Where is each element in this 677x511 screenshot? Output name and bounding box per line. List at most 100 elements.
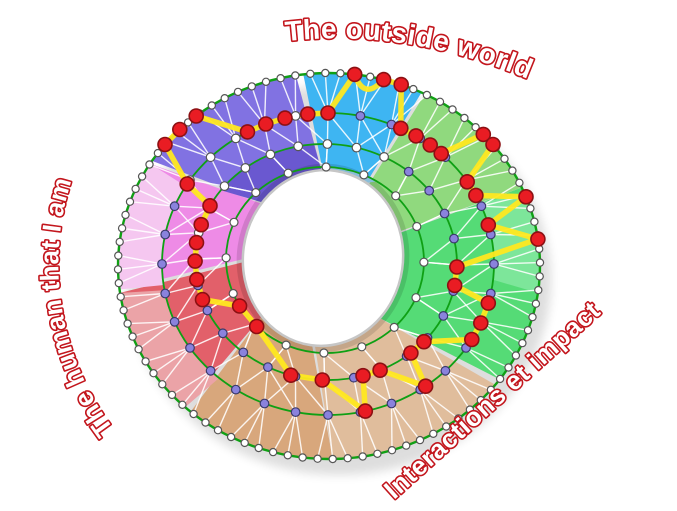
- mesh-line: [465, 347, 501, 380]
- mesh-line: [187, 122, 212, 158]
- mesh-line: [161, 347, 191, 385]
- mesh-line: [416, 212, 445, 228]
- ring-node: [321, 68, 330, 78]
- ring-node: [379, 151, 390, 162]
- ring-node: [123, 319, 132, 328]
- ring-node: [476, 395, 485, 405]
- ring-node: [119, 306, 128, 315]
- path-node: [433, 145, 450, 162]
- mesh-line: [204, 389, 237, 423]
- path-node: [468, 187, 484, 204]
- ring-node: [276, 73, 285, 83]
- ring-node: [391, 191, 401, 201]
- ring-node: [489, 259, 499, 269]
- path-node: [248, 318, 265, 335]
- ring-node: [290, 407, 301, 418]
- mesh-line: [481, 205, 531, 210]
- ring-node: [149, 369, 158, 378]
- mesh-line: [192, 370, 212, 415]
- mesh-line: [444, 370, 471, 410]
- ring-node: [229, 217, 239, 227]
- ring-node: [387, 446, 397, 455]
- mesh-line: [119, 233, 166, 243]
- ring-node: [534, 285, 543, 295]
- ring-node: [486, 385, 496, 394]
- mesh-line: [189, 332, 224, 349]
- path-node: [518, 189, 534, 205]
- ring-node: [145, 160, 154, 169]
- path-node: [193, 216, 209, 233]
- ring-node: [319, 348, 329, 358]
- ring-node: [460, 113, 469, 123]
- ring-node: [202, 305, 213, 316]
- ring-node: [528, 312, 537, 322]
- mesh-line: [419, 389, 459, 420]
- mesh-line: [174, 285, 199, 323]
- ring-node: [438, 311, 449, 321]
- mesh-line: [493, 261, 541, 265]
- ring-node: [221, 253, 231, 263]
- ring-node: [412, 221, 422, 232]
- mesh-line: [123, 292, 166, 311]
- ring-node: [251, 188, 261, 198]
- center-hole: [241, 168, 405, 348]
- path-node: [314, 372, 331, 388]
- ring-node: [373, 449, 382, 458]
- ring-node: [220, 93, 229, 103]
- path-node: [179, 176, 195, 192]
- ring-node: [259, 398, 270, 409]
- ring-node: [116, 292, 125, 301]
- path-node: [239, 124, 256, 140]
- ring-node: [281, 340, 291, 350]
- mesh-line: [295, 115, 328, 145]
- ring-node: [402, 441, 411, 450]
- ring-node: [415, 435, 425, 445]
- band-red-outer: [120, 290, 220, 408]
- ring-node: [389, 322, 399, 332]
- ring-node: [261, 77, 271, 87]
- mesh-line: [263, 367, 269, 404]
- mesh-line: [465, 347, 509, 369]
- path-node: [475, 126, 492, 143]
- mesh-line: [189, 179, 225, 187]
- mesh-line: [217, 389, 237, 431]
- mesh-line: [294, 115, 299, 147]
- torus-graph: [113, 66, 551, 475]
- ring-node: [439, 208, 450, 219]
- ring-node: [359, 170, 369, 180]
- label-human-that-i-am: The human that I am: [34, 174, 119, 443]
- mesh-line: [493, 263, 540, 278]
- mesh-line: [287, 411, 297, 456]
- mesh-line: [118, 263, 163, 284]
- mesh-line: [118, 254, 163, 265]
- ring-node: [217, 328, 228, 339]
- mesh-line: [390, 403, 393, 451]
- ring-node: [293, 141, 304, 152]
- path-node: [346, 66, 363, 83]
- ring-node: [448, 105, 457, 114]
- mesh-line: [428, 156, 447, 192]
- ring-node: [153, 148, 163, 158]
- mesh-line: [174, 309, 208, 323]
- ring-node: [411, 293, 421, 303]
- ring-node: [205, 152, 216, 163]
- ring-node: [518, 338, 527, 348]
- ring-node: [128, 332, 137, 341]
- ring-node: [134, 345, 143, 354]
- ring-node: [283, 168, 293, 178]
- mesh-line: [138, 321, 176, 350]
- band-pink-outer: [118, 163, 186, 290]
- ring-node: [205, 365, 216, 376]
- ring-node: [169, 316, 180, 327]
- mesh-line: [359, 411, 379, 455]
- wedge-blue: [303, 73, 422, 183]
- mesh-line: [145, 347, 191, 363]
- ring-node: [115, 237, 124, 247]
- ring-node: [424, 185, 435, 196]
- mesh-line: [359, 76, 371, 117]
- ring-node: [435, 97, 445, 107]
- mesh-line: [294, 375, 329, 416]
- ring-node: [183, 118, 193, 127]
- ring-node: [201, 418, 210, 427]
- mesh-line: [419, 389, 447, 427]
